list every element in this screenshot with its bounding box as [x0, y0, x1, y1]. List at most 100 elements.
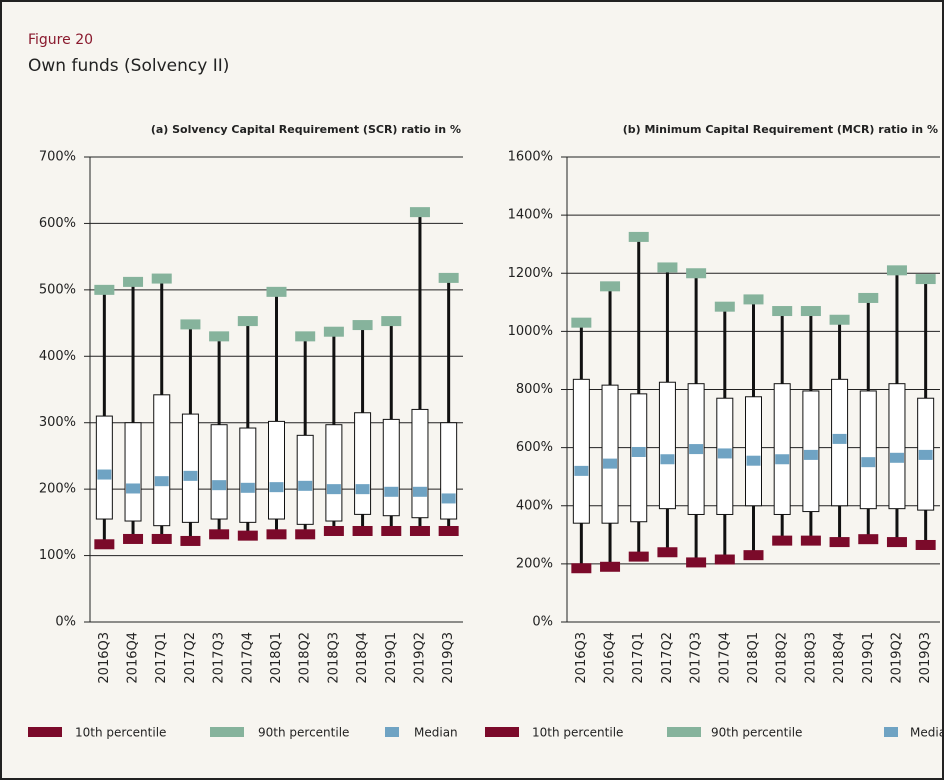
marker — [886, 265, 907, 276]
marker — [631, 446, 646, 457]
marker — [123, 276, 144, 287]
x-tick-label: 2019Q3 — [441, 632, 456, 684]
box — [268, 420, 285, 520]
marker — [151, 533, 172, 544]
x-tick-label: 2016Q3 — [97, 632, 112, 684]
marker — [628, 551, 649, 562]
box — [888, 383, 906, 510]
x-tick-label: 2018Q2 — [298, 632, 313, 684]
box — [601, 384, 619, 524]
marker — [714, 554, 735, 565]
figure-title: Own funds (Solvency II) — [28, 56, 229, 76]
box — [859, 390, 877, 510]
y-tick-label: 600% — [516, 440, 553, 455]
marker — [829, 314, 850, 325]
x-tick-label: 2016Q3 — [574, 632, 589, 684]
y-tick-label: 1000% — [508, 324, 553, 339]
legend-swatch — [210, 727, 244, 737]
x-tick-label: 2017Q2 — [183, 632, 198, 684]
marker — [743, 550, 764, 561]
y-tick-label: 600% — [39, 216, 76, 231]
marker — [409, 207, 430, 218]
marker — [326, 484, 341, 495]
box — [382, 418, 400, 517]
marker — [918, 449, 933, 460]
box — [95, 415, 113, 520]
y-tick-label: 800% — [516, 382, 553, 397]
marker — [412, 486, 427, 497]
x-tick-label: 2017Q1 — [154, 632, 169, 684]
marker — [686, 557, 707, 568]
marker — [574, 465, 589, 476]
marker — [126, 483, 141, 494]
marker — [800, 306, 821, 317]
marker — [889, 452, 904, 463]
marker — [240, 482, 255, 493]
marker — [915, 539, 936, 550]
x-tick-label: 2018Q1 — [269, 632, 284, 684]
x-tick-label: 2018Q4 — [832, 632, 847, 684]
y-tick-label: 0% — [55, 615, 76, 630]
marker — [743, 294, 764, 305]
x-tick-label: 2018Q1 — [746, 632, 761, 684]
marker — [94, 539, 115, 550]
marker — [384, 486, 399, 497]
y-tick-label: 500% — [39, 282, 76, 297]
box — [440, 422, 458, 520]
x-tick-label: 2016Q4 — [126, 632, 141, 684]
marker — [209, 529, 230, 540]
marker — [717, 448, 732, 459]
box — [572, 378, 590, 524]
box — [296, 434, 314, 525]
marker — [861, 457, 876, 468]
marker — [886, 537, 907, 548]
x-tick-label: 2019Q1 — [384, 632, 399, 684]
legend-label: 10th percentile — [75, 726, 166, 740]
marker — [438, 525, 459, 536]
marker — [183, 470, 198, 481]
marker — [266, 529, 287, 540]
marker — [628, 231, 649, 242]
marker — [571, 317, 592, 328]
marker — [772, 535, 793, 546]
marker — [352, 320, 373, 331]
marker — [180, 319, 201, 330]
marker — [600, 561, 621, 572]
marker — [295, 331, 316, 342]
y-tick-label: 1200% — [508, 266, 553, 281]
legend-label: 10th percentile — [532, 726, 623, 740]
marker — [832, 433, 847, 444]
marker — [714, 301, 735, 312]
marker — [94, 284, 115, 295]
marker — [803, 449, 818, 460]
box — [239, 427, 257, 523]
legend-swatch — [884, 727, 898, 737]
marker — [323, 525, 344, 536]
y-tick-label: 0% — [532, 615, 553, 630]
y-tick-label: 200% — [39, 482, 76, 497]
marker — [571, 563, 592, 574]
x-tick-label: 2018Q4 — [355, 632, 370, 684]
x-tick-label: 2016Q4 — [603, 632, 618, 684]
figure-label: Figure 20 — [28, 32, 93, 48]
marker — [298, 480, 313, 491]
x-tick-label: 2017Q4 — [717, 632, 732, 684]
marker — [266, 286, 287, 297]
box — [210, 424, 228, 520]
marker — [123, 533, 144, 544]
marker — [915, 274, 936, 285]
marker — [657, 262, 678, 273]
x-tick-label: 2017Q4 — [240, 632, 255, 684]
marker — [438, 272, 459, 283]
legend-label: Median — [910, 726, 944, 740]
marker — [97, 469, 112, 480]
marker — [180, 535, 201, 546]
marker — [209, 331, 230, 342]
box — [354, 412, 372, 515]
marker — [237, 530, 258, 541]
x-tick-label: 2017Q3 — [689, 632, 704, 684]
marker — [269, 482, 284, 493]
marker — [746, 455, 761, 466]
marker — [154, 476, 169, 487]
